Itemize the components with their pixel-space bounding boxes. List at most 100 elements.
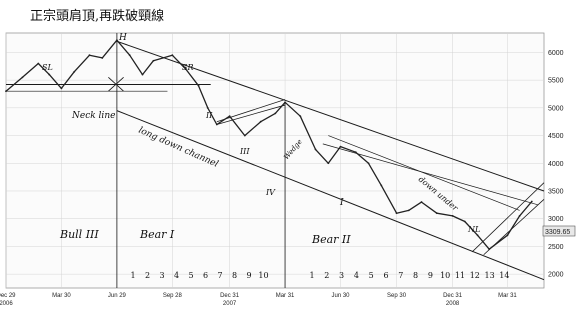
wave-count-bear2: 2 xyxy=(324,271,329,280)
series-point xyxy=(141,73,144,76)
wave-count-bear2: 11 xyxy=(455,271,465,280)
x-tick-label: Sep 30 xyxy=(387,293,407,299)
series-point xyxy=(380,184,383,187)
x-tick-label: Jun 30 xyxy=(331,293,350,299)
annotation-label: III xyxy=(239,147,250,156)
series-point xyxy=(314,148,317,151)
series-point xyxy=(463,220,466,223)
wave-count-bear2: 7 xyxy=(398,271,403,280)
wave-count-bear2: 13 xyxy=(485,271,495,280)
y-tick-label: 2000 xyxy=(548,272,564,279)
series-point xyxy=(184,68,187,70)
inner-channel xyxy=(328,135,520,211)
y-tick-label: 5500 xyxy=(548,78,564,85)
price-series xyxy=(5,39,533,251)
y-axis: 2000 2500 3000 3500 4000 4500 5000 5500 6000 xyxy=(548,50,564,279)
series-point xyxy=(506,234,509,237)
wave-count-bear1: 8 xyxy=(232,271,237,280)
x-tick-label: Dec 29 xyxy=(0,293,16,299)
series-point xyxy=(530,200,533,203)
last-value-label: 3309.65 xyxy=(545,229,570,236)
y-tick-label: 4000 xyxy=(548,161,564,168)
y-tick-label: 5000 xyxy=(548,105,564,112)
series-point xyxy=(37,62,40,65)
channel-lines xyxy=(6,33,545,288)
chart-title: 正宗頭肩頂,再跌破頸線 xyxy=(30,8,164,24)
series-point xyxy=(128,54,131,57)
series-point xyxy=(395,212,398,215)
series-point xyxy=(420,201,423,203)
series-point xyxy=(73,70,76,73)
channel-upper xyxy=(116,40,545,192)
series-point xyxy=(367,162,370,165)
series-point xyxy=(407,209,410,212)
wave-count-bear1: 10 xyxy=(258,271,268,280)
wave-count-bear1: 2 xyxy=(145,271,150,280)
series-point xyxy=(215,123,218,126)
series-point xyxy=(259,120,262,123)
annotation-label: NL xyxy=(467,225,480,234)
y-tick-label: 3500 xyxy=(548,188,564,195)
y-tick-label: 6000 xyxy=(548,50,564,57)
wave-count-bear2: 3 xyxy=(339,271,344,280)
series-point xyxy=(435,212,438,215)
series-point xyxy=(488,248,491,251)
wave-count-bear1: 4 xyxy=(174,271,179,280)
series-point xyxy=(339,145,342,148)
series-point xyxy=(171,54,174,57)
wave-count-bear2: 14 xyxy=(499,271,509,280)
series-point xyxy=(48,73,51,76)
x-year-label: 2006 xyxy=(0,301,13,307)
annotation-label: Bear I xyxy=(139,228,175,241)
y-tick-label: 4500 xyxy=(548,133,564,140)
annotation-label: Bull III xyxy=(59,228,99,241)
annotation-label: I xyxy=(339,198,344,208)
wave-count-bear1: 6 xyxy=(203,271,208,280)
series-point xyxy=(21,76,24,79)
series-point xyxy=(284,101,286,104)
y-tick-label: 2500 xyxy=(548,244,564,251)
annotation-label: SR xyxy=(182,63,194,72)
wave-count-bear1: 7 xyxy=(217,271,222,280)
wave-counts: 1 2 3 4 5 6 7 8 9 10 1 2 3 4 5 6 7 8 9 10 11 12 13 14 xyxy=(130,271,509,280)
wave-count-bear1: 5 xyxy=(188,271,193,280)
last-value-box xyxy=(542,225,576,237)
series-point xyxy=(101,57,104,59)
wave-count-bear1: 1 xyxy=(130,271,135,280)
x-tick-label: Mar 31 xyxy=(498,293,517,299)
wave-count-bear2: 10 xyxy=(440,271,450,280)
series-line xyxy=(5,39,533,250)
series-point xyxy=(152,59,155,62)
x-tick-label: Dec 31 xyxy=(220,293,240,299)
plot-area xyxy=(5,32,545,289)
wave-count-bear1: 3 xyxy=(159,271,164,280)
series-point xyxy=(115,39,118,42)
wave-count-bear2: 8 xyxy=(413,271,418,280)
x-axis: Dec 29 Mar 30 Jun 29 Sep 28 Dec 31 Mar 31 Jun … xyxy=(0,293,517,307)
wave-count-bear1: 9 xyxy=(246,271,251,280)
y-tick-label: 3000 xyxy=(548,216,564,223)
rising-line-1 xyxy=(471,182,545,253)
series-point xyxy=(518,215,521,217)
series-point xyxy=(88,54,91,57)
wave-count-bear2: 1 xyxy=(309,271,314,280)
series-point xyxy=(476,234,479,237)
wave-count-bear2: 12 xyxy=(470,271,480,280)
series-point xyxy=(5,90,7,93)
series-point xyxy=(243,134,246,137)
wedge-lower xyxy=(216,104,286,125)
annotation-label: H xyxy=(118,33,127,43)
series-point xyxy=(354,151,357,154)
annotation-label: II xyxy=(205,111,213,120)
series-point xyxy=(60,87,63,90)
series-point xyxy=(299,115,302,118)
x-year-label: 2007 xyxy=(223,301,237,307)
x-tick-label: Mar 30 xyxy=(52,293,71,299)
series-point xyxy=(274,112,277,115)
annotation-label: Bear II xyxy=(311,233,351,246)
series-point xyxy=(327,162,330,165)
cross-mark-b xyxy=(108,77,124,92)
annotation-label: Neck line xyxy=(71,111,115,121)
series-point xyxy=(228,115,231,118)
